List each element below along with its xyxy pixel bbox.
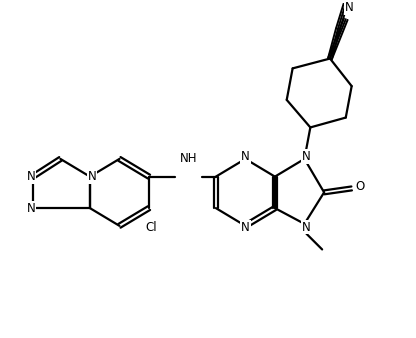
- Text: N: N: [345, 1, 354, 14]
- Text: NH: NH: [180, 152, 197, 165]
- Text: N: N: [241, 150, 250, 164]
- Text: N: N: [302, 150, 311, 164]
- Text: N: N: [27, 170, 35, 183]
- Text: N: N: [241, 221, 250, 234]
- Text: N: N: [87, 170, 96, 183]
- Text: N: N: [27, 201, 35, 215]
- Text: Cl: Cl: [145, 220, 157, 234]
- Text: O: O: [355, 180, 364, 193]
- Text: N: N: [302, 220, 311, 234]
